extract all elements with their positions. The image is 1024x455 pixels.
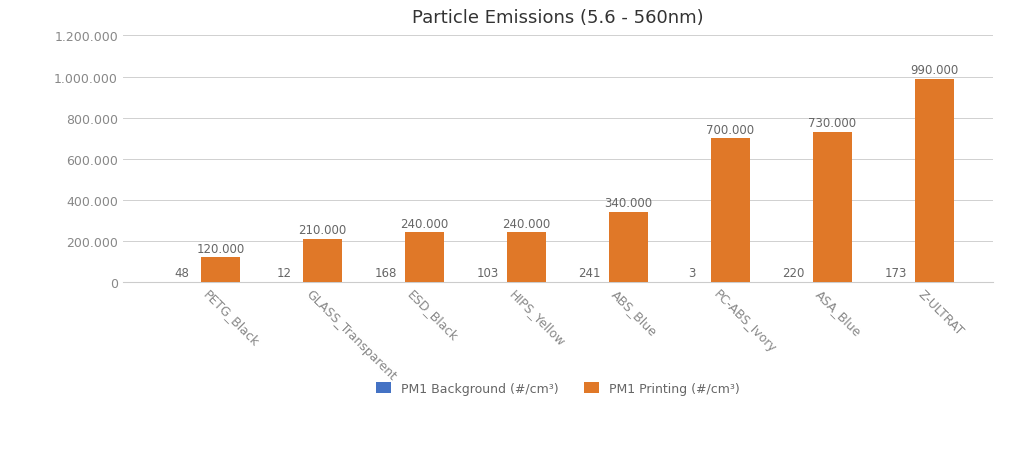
Bar	[813, 133, 852, 282]
Text: 241: 241	[579, 267, 601, 279]
Title: Particle Emissions (5.6 - 560nm): Particle Emissions (5.6 - 560nm)	[413, 9, 703, 26]
Text: 990.000: 990.000	[910, 64, 958, 77]
Bar	[915, 79, 953, 282]
Text: 12: 12	[276, 267, 291, 280]
Text: 220: 220	[782, 267, 805, 280]
Text: 173: 173	[885, 267, 907, 280]
Text: 48: 48	[174, 267, 189, 280]
Text: 700.000: 700.000	[707, 123, 755, 136]
Text: 103: 103	[476, 267, 499, 280]
Text: 3: 3	[688, 267, 695, 280]
Bar	[406, 233, 443, 282]
Text: 730.000: 730.000	[808, 117, 856, 130]
Text: 168: 168	[375, 267, 397, 280]
Bar	[303, 239, 342, 282]
Bar	[711, 139, 750, 282]
Bar	[507, 233, 546, 282]
Text: 340.000: 340.000	[604, 197, 652, 210]
Text: 240.000: 240.000	[400, 217, 449, 231]
Text: 210.000: 210.000	[298, 224, 347, 237]
Bar	[609, 212, 648, 282]
Text: 240.000: 240.000	[503, 217, 551, 231]
Legend: PM1 Background (#/cm³), PM1 Printing (#/cm³): PM1 Background (#/cm³), PM1 Printing (#/…	[377, 382, 739, 394]
Text: 120.000: 120.000	[197, 242, 245, 255]
Bar	[201, 258, 240, 282]
